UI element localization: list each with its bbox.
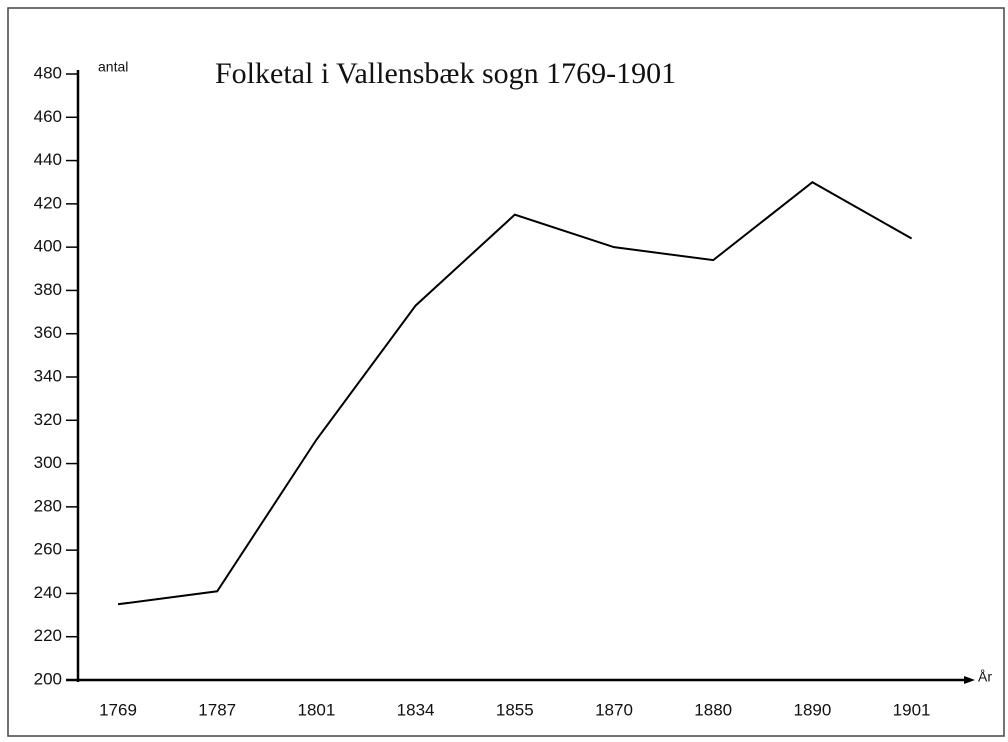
x-tick-label: 1880 (694, 700, 732, 719)
y-tick-label: 420 (34, 193, 62, 212)
y-tick-label: 440 (34, 150, 62, 169)
x-tick-label: 1890 (793, 700, 831, 719)
x-tick-label: 1787 (198, 700, 236, 719)
y-tick-label: 240 (34, 583, 62, 602)
y-tick-label: 200 (34, 669, 62, 688)
y-tick-label: 260 (34, 540, 62, 559)
chart-title: Folketal i Vallensbæk sogn 1769-1901 (215, 57, 676, 90)
frame (7, 7, 1005, 737)
y-axis-label: antal (98, 59, 128, 75)
y-tick-label: 320 (34, 410, 62, 429)
y-tick-label: 380 (34, 280, 62, 299)
y-tick-label: 460 (34, 107, 62, 126)
x-axis-arrow (964, 676, 975, 684)
x-axis-label: År (978, 669, 992, 685)
x-tick-label: 1834 (397, 700, 435, 719)
x-tick-label: 1855 (496, 700, 534, 719)
y-tick-label: 400 (34, 237, 62, 256)
y-tick-label: 360 (34, 323, 62, 342)
y-tick-label: 340 (34, 366, 62, 385)
x-tick-label: 1801 (297, 700, 335, 719)
x-tick-label: 1769 (99, 700, 137, 719)
y-tick-label: 480 (34, 63, 62, 82)
y-tick-label: 220 (34, 626, 62, 645)
y-tick-label: 300 (34, 453, 62, 472)
x-tick-label: 1901 (893, 700, 931, 719)
line-series (117, 181, 913, 606)
x-tick-label: 1870 (595, 700, 633, 719)
y-tick-label: 280 (34, 496, 62, 515)
